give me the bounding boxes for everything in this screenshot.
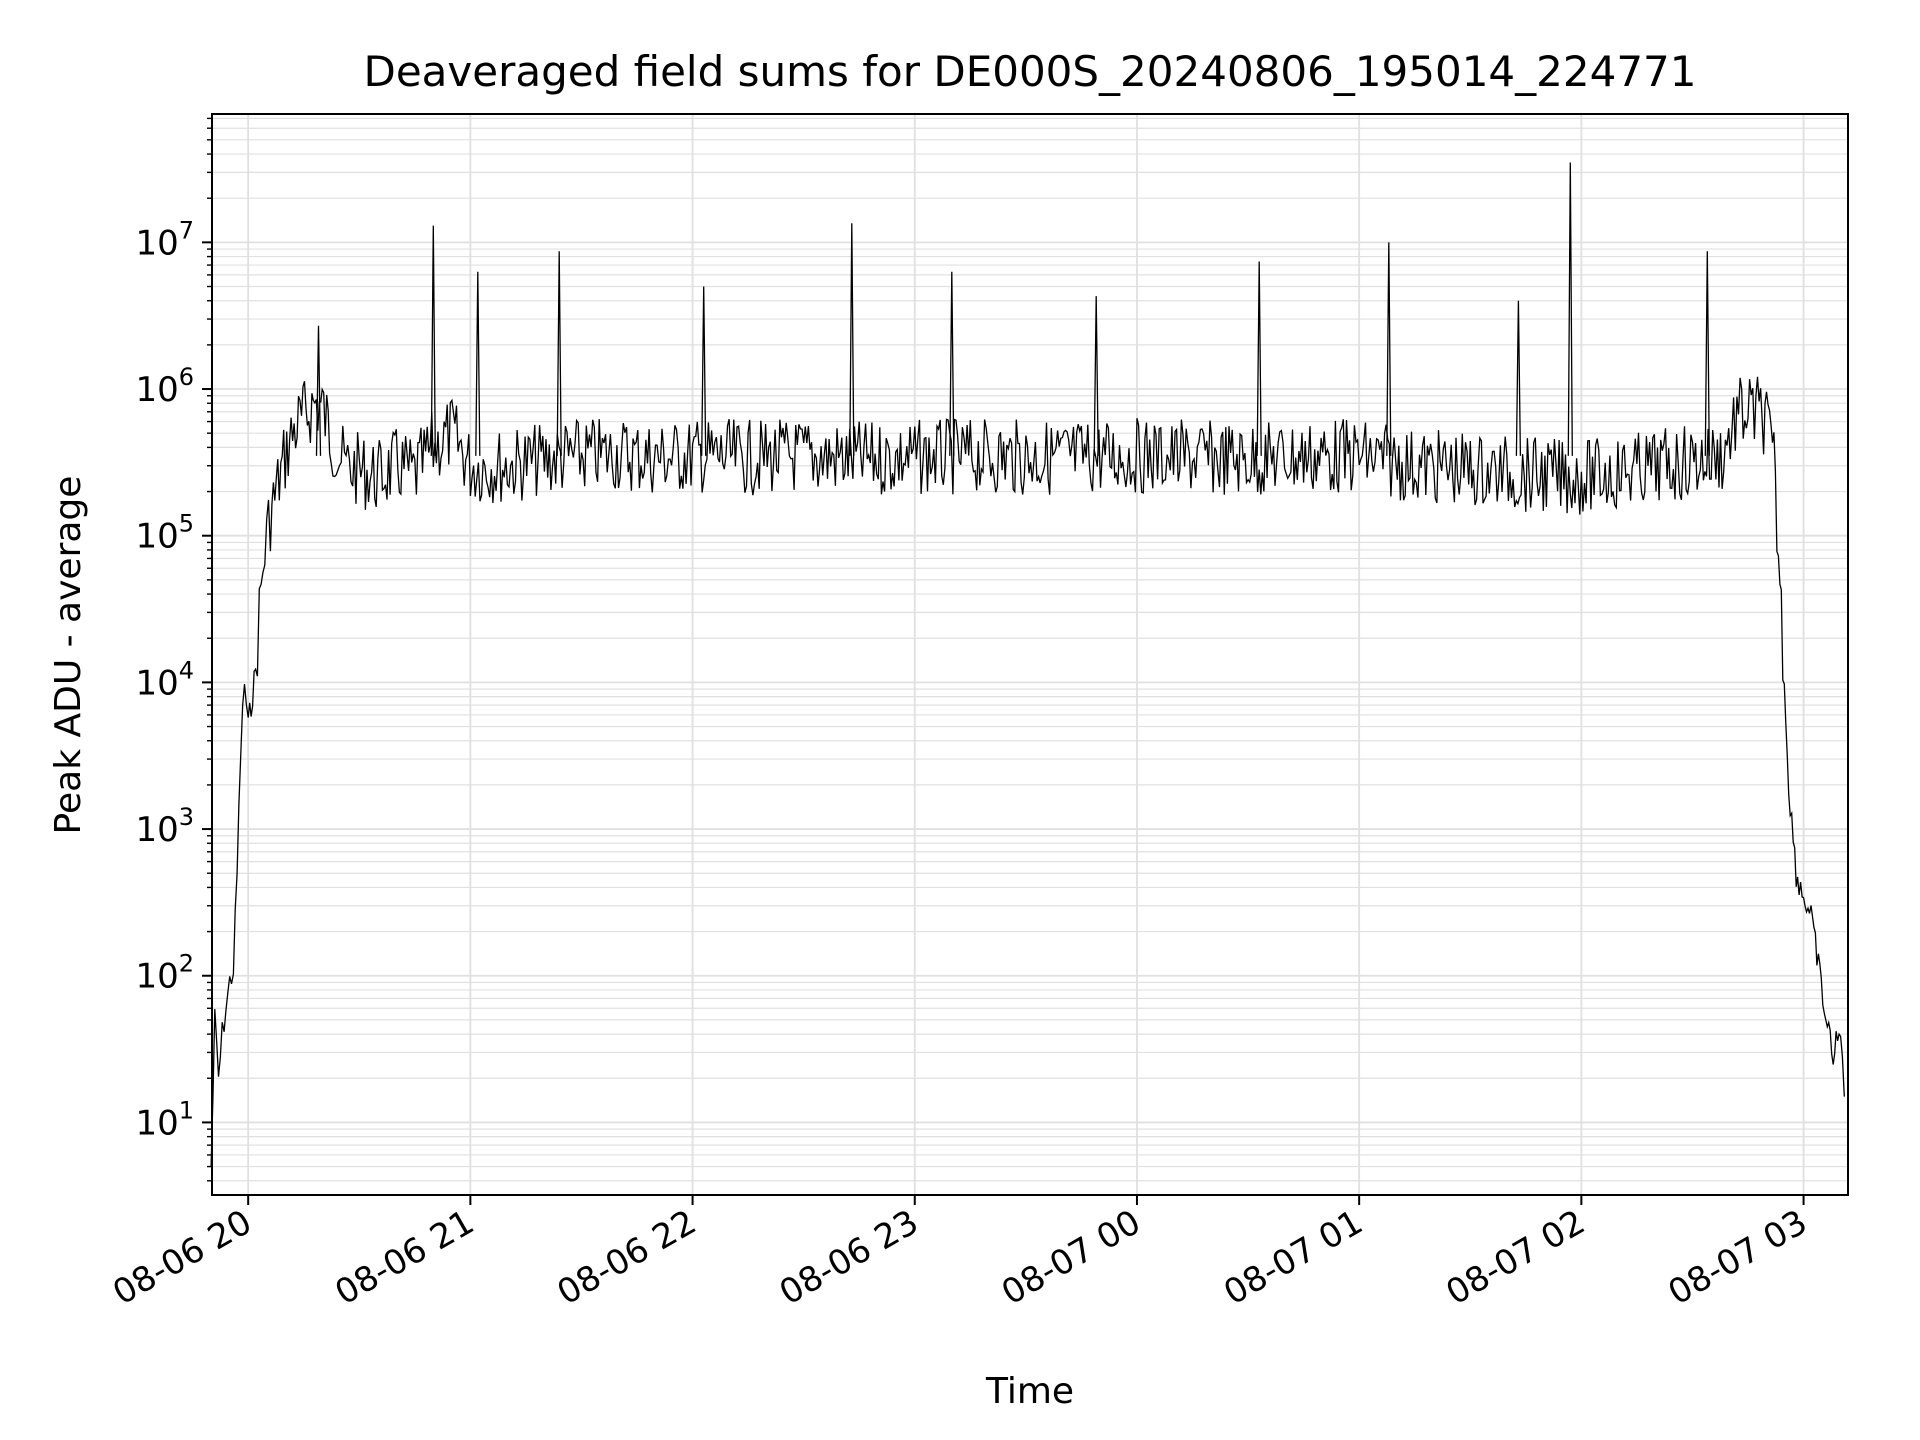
- y-tick-label: 105: [135, 510, 194, 557]
- y-tick-exponent: 6: [179, 363, 194, 391]
- series-spike: [556, 251, 562, 456]
- series-spike: [1567, 162, 1573, 456]
- y-tick-exponent: 7: [179, 216, 194, 244]
- y-tick-label: 102: [135, 950, 194, 997]
- y-tick-label: 104: [135, 656, 194, 703]
- series-spike: [475, 271, 481, 456]
- y-tick-exponent: 5: [179, 510, 194, 538]
- y-tick-base: 10: [135, 223, 178, 263]
- plot-frame: [211, 113, 1849, 1196]
- series-spike: [849, 223, 855, 456]
- y-tick-exponent: 3: [179, 803, 194, 831]
- series-line: [210, 376, 1845, 1167]
- x-axis-label: Time: [985, 1371, 1074, 1412]
- chart-title: Deaveraged field sums for DE000S_2024080…: [364, 47, 1697, 96]
- y-tick-label: 106: [135, 363, 194, 410]
- series-spike: [1515, 300, 1522, 456]
- y-axis-label: Peak ADU - average: [48, 476, 89, 835]
- y-tick-base: 10: [135, 663, 178, 703]
- y-tick-exponent: 4: [179, 656, 194, 684]
- y-tick-exponent: 1: [179, 1096, 194, 1124]
- y-tick-base: 10: [135, 370, 178, 410]
- y-tick-base: 10: [135, 957, 178, 997]
- y-tick-label: 101: [135, 1096, 194, 1143]
- y-tick-label: 103: [135, 803, 194, 850]
- series-spike: [1386, 242, 1392, 456]
- series-layer: [210, 162, 1845, 1167]
- series-spike: [949, 271, 955, 456]
- y-tick-base: 10: [135, 1103, 178, 1143]
- series-spike: [430, 225, 436, 456]
- series-spike: [1093, 296, 1099, 456]
- y-tick-base: 10: [135, 810, 178, 850]
- series-spike: [701, 286, 707, 456]
- series-spike: [315, 325, 322, 456]
- series-spike: [1704, 251, 1710, 456]
- y-tick-base: 10: [135, 517, 178, 557]
- y-tick-exponent: 2: [179, 950, 194, 978]
- y-tick-label: 107: [135, 216, 194, 263]
- grid-lines: [212, 114, 1848, 1195]
- series-spike: [1256, 261, 1262, 456]
